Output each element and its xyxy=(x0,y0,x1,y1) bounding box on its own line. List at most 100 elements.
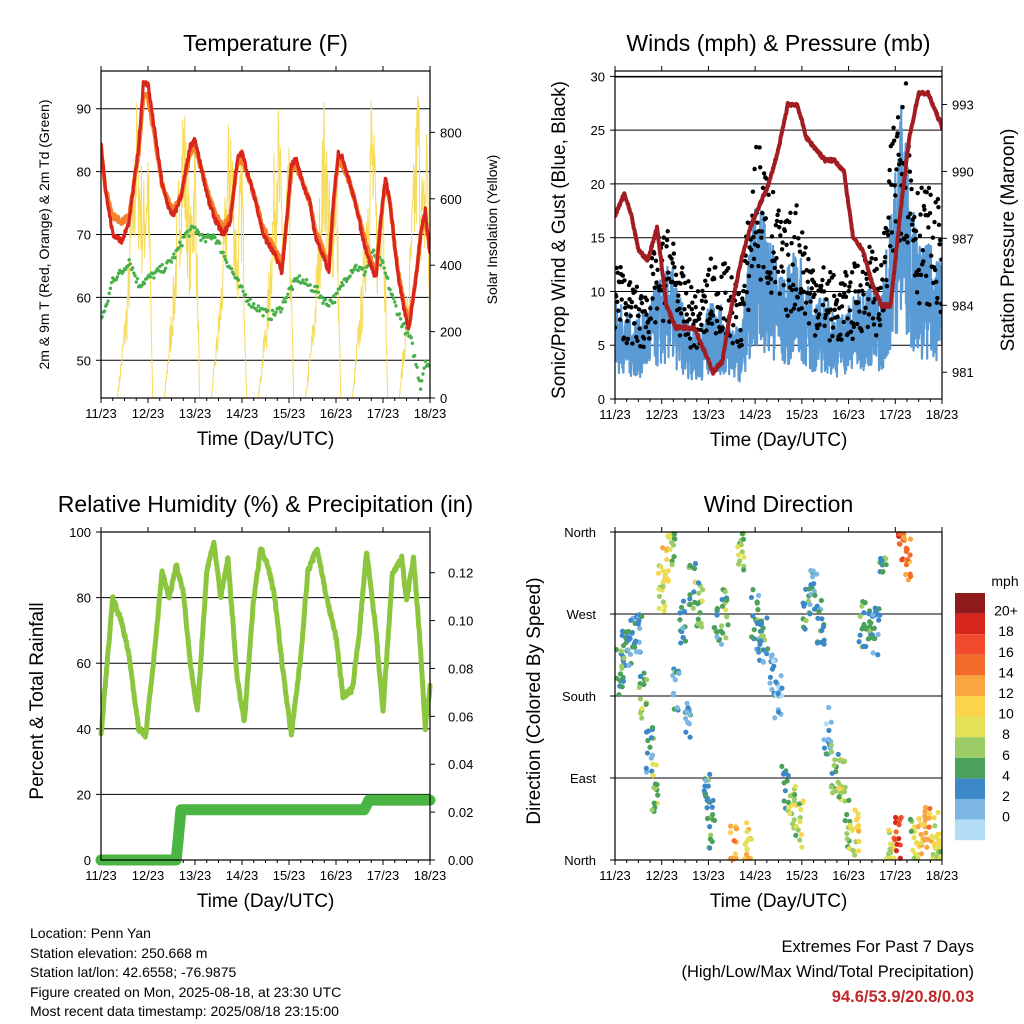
direction-point xyxy=(793,832,799,838)
y-tick-label: 5 xyxy=(598,338,605,353)
dewpoint-point xyxy=(169,260,174,264)
dewpoint-point xyxy=(320,295,324,300)
legend-label: 6 xyxy=(1002,747,1010,763)
gust-point xyxy=(682,280,688,286)
direction-point xyxy=(779,763,785,770)
dewpoint-point xyxy=(274,310,278,314)
direction-point xyxy=(723,635,729,641)
dewpoint-point xyxy=(193,225,197,230)
gust-point xyxy=(937,242,942,247)
direction-point xyxy=(770,658,776,664)
y-axis-label-1: Sonic/Prop Wind & Gust (Blue, Black) xyxy=(549,81,570,399)
direction-point xyxy=(931,815,937,821)
dewpoint-point xyxy=(152,276,156,280)
direction-point xyxy=(778,673,784,679)
gust-point xyxy=(828,270,833,275)
direction-point xyxy=(918,831,924,838)
gust-point xyxy=(794,203,799,208)
direction-point xyxy=(632,644,638,650)
direction-point xyxy=(865,636,872,642)
gust-point xyxy=(848,329,854,334)
gust-point xyxy=(822,323,827,329)
y2-tick-label: 0.10 xyxy=(448,614,473,629)
direction-point xyxy=(873,608,879,615)
legend-swatch xyxy=(955,757,985,779)
legend-swatch xyxy=(955,778,985,799)
dewpoint-point xyxy=(232,272,236,276)
direction-point xyxy=(626,637,632,643)
gust-point xyxy=(800,230,805,235)
direction-point xyxy=(842,784,848,790)
direction-point xyxy=(615,647,619,653)
gust-point xyxy=(738,337,744,343)
gust-point xyxy=(644,297,650,303)
direction-point xyxy=(932,823,938,829)
dewpoint-point xyxy=(394,304,398,308)
gust-point xyxy=(698,327,703,333)
direction-point xyxy=(876,617,882,623)
gust-point xyxy=(920,248,925,253)
x-tick-label: 14/23 xyxy=(226,406,259,421)
dewpoint-point xyxy=(188,227,192,232)
gust-point xyxy=(798,290,803,296)
gust-point xyxy=(820,277,825,283)
gust-point xyxy=(710,313,716,318)
x-tick-label: 14/23 xyxy=(226,868,259,883)
gust-point xyxy=(886,179,892,184)
direction-point xyxy=(684,700,690,706)
gust-point xyxy=(779,264,784,269)
direction-point xyxy=(751,627,757,633)
direction-point xyxy=(621,655,627,661)
direction-point xyxy=(677,617,683,623)
direction-point xyxy=(692,560,699,567)
direction-point xyxy=(883,556,889,562)
gust-point xyxy=(789,287,795,293)
dewpoint-point xyxy=(182,235,187,239)
gust-point xyxy=(791,282,796,288)
gust-point xyxy=(851,324,857,330)
dewpoint-point xyxy=(266,308,270,313)
gust-point xyxy=(926,225,931,230)
legend-label: 20+ xyxy=(994,603,1018,619)
gust-point xyxy=(844,273,849,278)
direction-point xyxy=(879,569,886,575)
gust-point xyxy=(934,279,939,285)
dewpoint-point xyxy=(240,285,244,289)
direction-point xyxy=(705,783,711,789)
dewpoint-point xyxy=(416,376,420,380)
pressure-series xyxy=(615,89,942,376)
direction-point xyxy=(735,544,741,550)
direction-point xyxy=(682,715,689,722)
gust-point xyxy=(828,307,834,312)
gust-point xyxy=(882,254,888,260)
direction-point xyxy=(662,603,668,609)
direction-point xyxy=(741,554,747,560)
gust-point xyxy=(895,115,901,120)
dewpoint-point xyxy=(289,285,294,289)
gust-point xyxy=(636,307,642,312)
direction-point xyxy=(930,851,936,857)
direction-point xyxy=(648,735,655,741)
direction-point xyxy=(787,810,793,817)
dewpoint-point xyxy=(229,266,234,271)
gust-point xyxy=(644,312,649,317)
gust-point xyxy=(759,235,764,240)
gust-point xyxy=(912,273,918,278)
dewpoint-point xyxy=(121,269,126,274)
legend-label: 12 xyxy=(998,685,1014,701)
direction-point xyxy=(907,552,913,558)
direction-point xyxy=(680,625,686,631)
gust-point xyxy=(621,335,627,340)
direction-point xyxy=(674,705,680,711)
gust-point xyxy=(660,241,665,246)
direction-point xyxy=(892,814,899,821)
direction-point xyxy=(625,647,631,653)
gust-point xyxy=(866,296,871,302)
wind-direction-panel: Wind Direction 11/23 12/23 13/23 14/23 15/23 1… xyxy=(524,491,1019,912)
dewpoint-point xyxy=(402,321,406,326)
gust-point xyxy=(777,225,782,230)
gust-point xyxy=(752,166,757,172)
legend-label: 16 xyxy=(998,644,1014,660)
direction-point xyxy=(814,640,821,646)
plot-area xyxy=(101,80,430,398)
